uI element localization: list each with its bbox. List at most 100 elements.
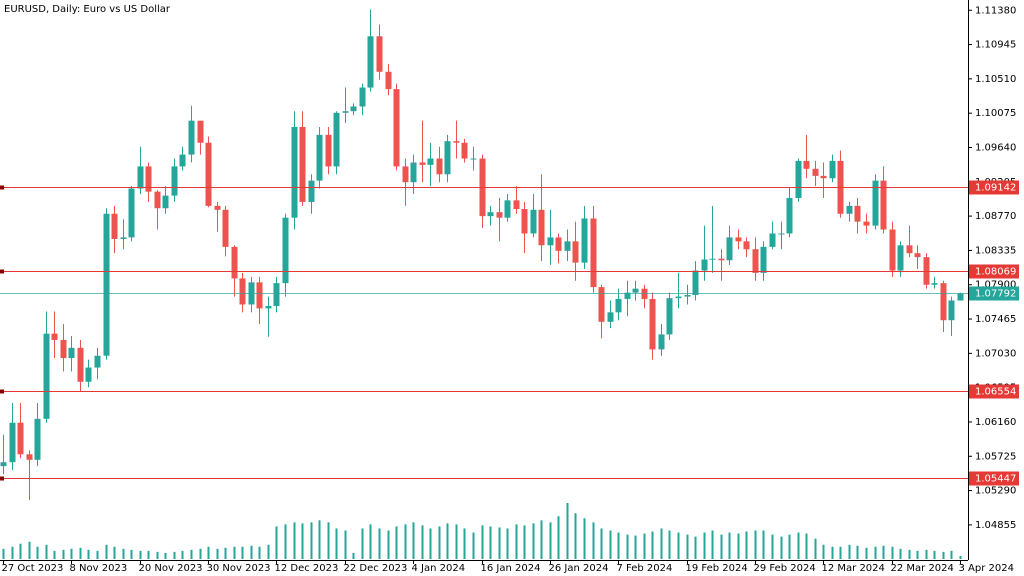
volume-bar	[250, 545, 253, 559]
candle-body	[812, 168, 819, 176]
candle-body	[820, 175, 827, 179]
candle-body	[68, 347, 75, 359]
candle-body	[461, 142, 468, 159]
volume-bar	[882, 545, 885, 559]
volume-bar	[412, 522, 415, 559]
candle-body	[103, 213, 110, 356]
x-tick-label: 30 Nov 2023	[207, 563, 271, 574]
volume-bar	[574, 513, 577, 559]
x-tick-label: 22 Mar 2024	[891, 563, 954, 574]
volume-bar	[45, 544, 48, 559]
volume-bar	[352, 552, 355, 559]
y-tick-label: 1.05290	[975, 486, 1016, 497]
candle-body	[769, 233, 776, 247]
current-price-label: 1.07792	[975, 289, 1016, 300]
volume-bar	[703, 532, 706, 559]
volume-bar	[540, 520, 543, 559]
candle-body	[214, 205, 221, 210]
volume-bar	[737, 533, 740, 559]
level-label: 1.08069	[975, 267, 1016, 278]
volume-bar	[933, 550, 936, 559]
candle-body	[197, 120, 204, 143]
volume-bar	[711, 530, 714, 559]
volume-bar	[361, 528, 364, 559]
candle-body	[487, 212, 494, 217]
candle-body	[179, 154, 186, 167]
candle-body	[752, 249, 759, 273]
candle-body	[521, 209, 528, 234]
volume-bar	[523, 525, 526, 559]
candle-body	[120, 237, 127, 239]
candle-body	[940, 283, 947, 321]
candle-body	[376, 36, 383, 72]
candle-body	[325, 134, 332, 167]
chart-title: EURUSD, Daily: Euro vs US Dollar	[4, 4, 171, 15]
candle-body	[60, 339, 67, 359]
volume-bar	[207, 546, 210, 559]
candle-body	[77, 347, 84, 382]
candle-body	[51, 333, 58, 340]
x-tick-label: 3 Apr 2024	[959, 563, 1014, 574]
candle-body	[205, 142, 212, 206]
candle-body	[385, 71, 392, 90]
volume-bar	[720, 534, 723, 559]
volume-bar	[617, 532, 620, 559]
x-tick-label: 29 Feb 2024	[754, 563, 816, 574]
volume-bar	[387, 530, 390, 559]
volume-bar	[660, 528, 663, 559]
volume-bar	[199, 548, 202, 559]
volume-bar	[532, 523, 535, 559]
candle-body	[128, 188, 135, 238]
candle-body	[590, 218, 597, 288]
candle-body	[624, 292, 631, 299]
volume-bar	[335, 528, 338, 559]
candle-body	[547, 237, 554, 246]
x-tick-label: 22 Dec 2023	[344, 563, 408, 574]
y-tick-label: 1.07900	[975, 280, 1016, 291]
candle-body	[692, 270, 699, 295]
candle-body	[17, 422, 24, 455]
candle-body	[222, 209, 229, 247]
level-label: 1.06554	[975, 387, 1016, 398]
volume-bar	[156, 551, 159, 559]
volume-bar	[429, 528, 432, 559]
candle-body	[85, 367, 92, 382]
volume-bar	[805, 533, 808, 559]
volume-bar	[267, 544, 270, 559]
volume-bar	[651, 531, 654, 559]
candle-body	[188, 120, 195, 155]
candle-body	[393, 89, 400, 167]
candle-body	[701, 259, 708, 271]
volume-bar	[694, 536, 697, 559]
volume-bar	[11, 546, 14, 559]
volume-bar	[36, 546, 39, 559]
level-label: 1.09142	[975, 183, 1016, 194]
candle-body	[410, 162, 417, 183]
volume-bar	[762, 530, 765, 559]
candle-body	[171, 166, 178, 196]
volume-bar	[788, 534, 791, 559]
volume-bar	[856, 545, 859, 559]
volume-bar	[190, 549, 193, 559]
candle-body	[581, 218, 588, 263]
x-tick-label: 26 Jan 2024	[549, 563, 609, 574]
volume-bar	[814, 538, 817, 559]
candle-body	[94, 355, 101, 368]
candle-body	[137, 166, 144, 189]
candle-body	[496, 212, 503, 218]
y-tick-label: 1.08770	[975, 211, 1016, 222]
x-tick-label: 16 Jan 2024	[481, 563, 541, 574]
candle-body	[154, 191, 161, 209]
volume-bar	[916, 550, 919, 559]
candle-body	[863, 221, 870, 226]
volume-bar	[925, 549, 928, 559]
y-tick-label: 1.10945	[975, 40, 1016, 51]
volume-bar	[506, 528, 509, 559]
candle-body	[564, 241, 571, 251]
candle-body	[367, 36, 374, 88]
y-tick-label: 1.10075	[975, 108, 1016, 119]
candle-body	[538, 209, 545, 246]
candle-body	[436, 158, 443, 175]
level-label-box	[969, 180, 1019, 195]
